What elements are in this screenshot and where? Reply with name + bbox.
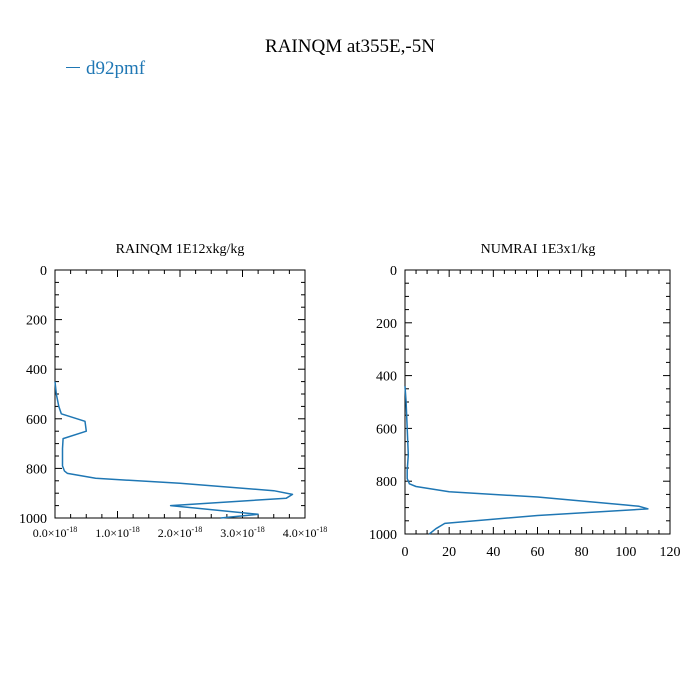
legend: d92pmf [66,58,145,80]
rainqm-y-tick-label: 200 [26,314,47,329]
rainqm-y-tick-label: 600 [26,413,47,428]
rainqm-y-tick-label: 0 [40,264,47,279]
numrai-y-tick-label: 600 [376,422,397,437]
numrai-x-tick-label: 40 [486,545,500,560]
numrai-y-tick-label: 1000 [369,528,397,543]
rainqm-x-ticks: 0.0×10-18 1.0×10-18 2.0×10-18 3.0×10-18 4.0×… [33,270,327,540]
numrai-series [404,386,649,535]
rainqm-y-tick-label: 1000 [19,512,47,527]
rainqm-x-tick-label: 1.0×10-18 [95,525,139,540]
numrai-y-ticks: 0 200 400 600 800 1000 [369,264,670,543]
rainqm-plot-frame [54,269,306,519]
numrai-x-tick-label: 60 [531,545,545,560]
rainqm-panel: RAINQM 1E12xkg/kg 0 200 400 600 800 1000 0.0×… [19,242,327,540]
numrai-y-tick-label: 0 [390,264,397,279]
rainqm-series [54,381,294,519]
rainqm-x-tick-label: 2.0×10-18 [158,525,202,540]
rainqm-y-tick-label: 400 [26,363,47,378]
rainqm-x-tick-label: 0.0×10-18 [33,525,77,540]
rainqm-series-line [54,381,294,519]
numrai-y-tick-label: 400 [376,370,397,385]
numrai-x-tick-label: 20 [442,545,456,560]
rainqm-y-ticks: 0 200 400 600 800 1000 [19,264,305,527]
rainqm-x-tick-label: 4.0×10-18 [283,525,327,540]
numrai-x-tick-label: 100 [615,545,636,560]
numrai-x-ticks: 0 20 40 60 80 100 120 [402,270,681,560]
numrai-plot-frame [404,269,671,535]
numrai-panel-title: NUMRAI 1E3x1/kg [481,242,596,257]
rainqm-x-tick-label: 3.0×10-18 [220,525,264,540]
rainqm-panel-title: RAINQM 1E12xkg/kg [116,242,245,257]
numrai-panel: NUMRAI 1E3x1/kg 0 200 400 600 800 1000 0 20 40 6… [369,242,681,560]
legend-label: d92pmf [86,58,146,79]
numrai-x-tick-label: 120 [660,545,681,560]
numrai-x-tick-label: 80 [575,545,589,560]
legend-line-swatch [66,67,80,69]
numrai-x-tick-label: 0 [402,545,409,560]
rainqm-y-tick-label: 800 [26,462,47,477]
figure-title: RAINQM at355E,-5N [265,36,435,57]
numrai-y-tick-label: 800 [376,475,397,490]
numrai-y-tick-label: 200 [376,317,397,332]
numrai-series-line [404,386,649,535]
